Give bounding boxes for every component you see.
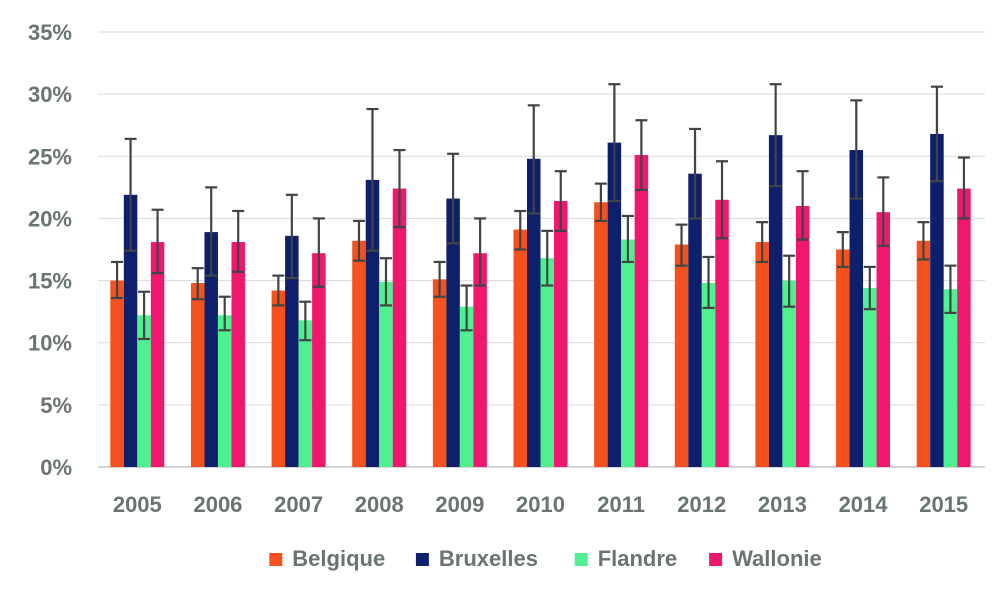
y-tick-label: 20% — [28, 206, 72, 231]
legend-label-bruxelles: Bruxelles — [439, 546, 538, 571]
y-tick-label: 15% — [28, 269, 72, 294]
bar-belgique-2009 — [432, 279, 447, 467]
bar-belgique-2008 — [352, 240, 366, 467]
bars — [110, 133, 971, 468]
bar-belgique-2005 — [110, 280, 124, 467]
bar-wallonie-2012 — [715, 199, 729, 468]
x-tick-label: 2015 — [919, 492, 968, 517]
x-tick-label: 2013 — [758, 492, 807, 517]
bar-flandre-2005 — [137, 315, 151, 467]
x-tick-label: 2006 — [193, 492, 242, 517]
legend-swatch-flandre — [574, 553, 588, 566]
bar-bruxelles-2007 — [285, 235, 299, 467]
bar-wallonie-2010 — [554, 201, 568, 467]
bar-wallonie-2009 — [473, 253, 487, 467]
bar-wallonie-2015 — [957, 188, 971, 467]
x-tick-label: 2007 — [274, 492, 323, 517]
bar-wallonie-2007 — [312, 253, 326, 467]
legend-swatch-bruxelles — [415, 553, 429, 566]
bar-bruxelles-2013 — [768, 135, 783, 467]
legend-label-wallonie: Wallonie — [732, 546, 822, 571]
bar-flandre-2013 — [782, 280, 796, 467]
bar-flandre-2010 — [540, 258, 554, 467]
bar-belgique-2013 — [755, 242, 769, 467]
bar-belgique-2006 — [190, 283, 205, 467]
bar-bruxelles-2006 — [204, 232, 218, 467]
x-tick-label: 2009 — [435, 492, 484, 517]
y-tick-label: 0% — [40, 455, 72, 480]
bar-flandre-2009 — [459, 306, 474, 467]
x-tick-label: 2008 — [355, 492, 404, 517]
x-tick-label: 2011 — [597, 492, 645, 517]
bar-belgique-2010 — [513, 229, 527, 467]
bar-flandre-2015 — [943, 289, 958, 467]
y-tick-label: 25% — [28, 144, 72, 169]
x-tick-label: 2012 — [677, 492, 726, 517]
bar-belgique-2011 — [594, 202, 608, 467]
bar-flandre-2007 — [298, 320, 313, 467]
bar-flandre-2012 — [701, 283, 716, 467]
y-tick-label: 35% — [28, 20, 72, 45]
bar-wallonie-2011 — [634, 155, 649, 468]
x-axis: 2005 2006 2007 2008 2009 2010 2011 2012 2013 2014… — [113, 492, 968, 517]
bar-wallonie-2006 — [231, 242, 245, 467]
x-tick-label: 2010 — [516, 492, 565, 517]
bar-bruxelles-2014 — [849, 150, 864, 468]
bar-bruxelles-2012 — [688, 173, 702, 467]
legend-swatch-wallonie — [709, 553, 723, 566]
bar-flandre-2014 — [863, 288, 877, 467]
bar-belgique-2012 — [674, 244, 689, 467]
bar-wallonie-2013 — [795, 206, 810, 467]
y-tick-label: 5% — [40, 393, 72, 418]
y-tick-label: 10% — [28, 331, 72, 356]
bar-belgique-2015 — [916, 240, 931, 467]
bar-bruxelles-2005 — [123, 194, 138, 468]
bar-flandre-2011 — [621, 239, 635, 467]
bar-flandre-2006 — [217, 315, 232, 467]
bar-belgique-2007 — [271, 290, 286, 467]
x-tick-label: 2005 — [113, 492, 162, 517]
bar-flandre-2008 — [379, 281, 393, 467]
bar-belgique-2014 — [836, 249, 850, 467]
bar-bruxelles-2009 — [446, 198, 460, 468]
bar-bruxelles-2011 — [607, 142, 622, 467]
x-tick-label: 2014 — [839, 492, 889, 517]
bar-wallonie-2008 — [392, 188, 407, 467]
legend: Belgique Bruxelles Flandre Wallonie — [269, 546, 822, 571]
legend-label-flandre: Flandre — [598, 546, 677, 571]
bar-bruxelles-2010 — [527, 158, 541, 467]
error-bars — [111, 83, 970, 342]
bar-wallonie-2005 — [150, 242, 165, 467]
bar-wallonie-2014 — [876, 212, 891, 467]
y-axis: 0% 5% 10% 15% 20% 25% 30% 35% — [28, 20, 72, 480]
y-tick-label: 30% — [28, 82, 72, 107]
legend-swatch-belgique — [269, 553, 283, 566]
bar-bruxelles-2015 — [930, 133, 944, 467]
legend-label-belgique: Belgique — [292, 546, 385, 571]
